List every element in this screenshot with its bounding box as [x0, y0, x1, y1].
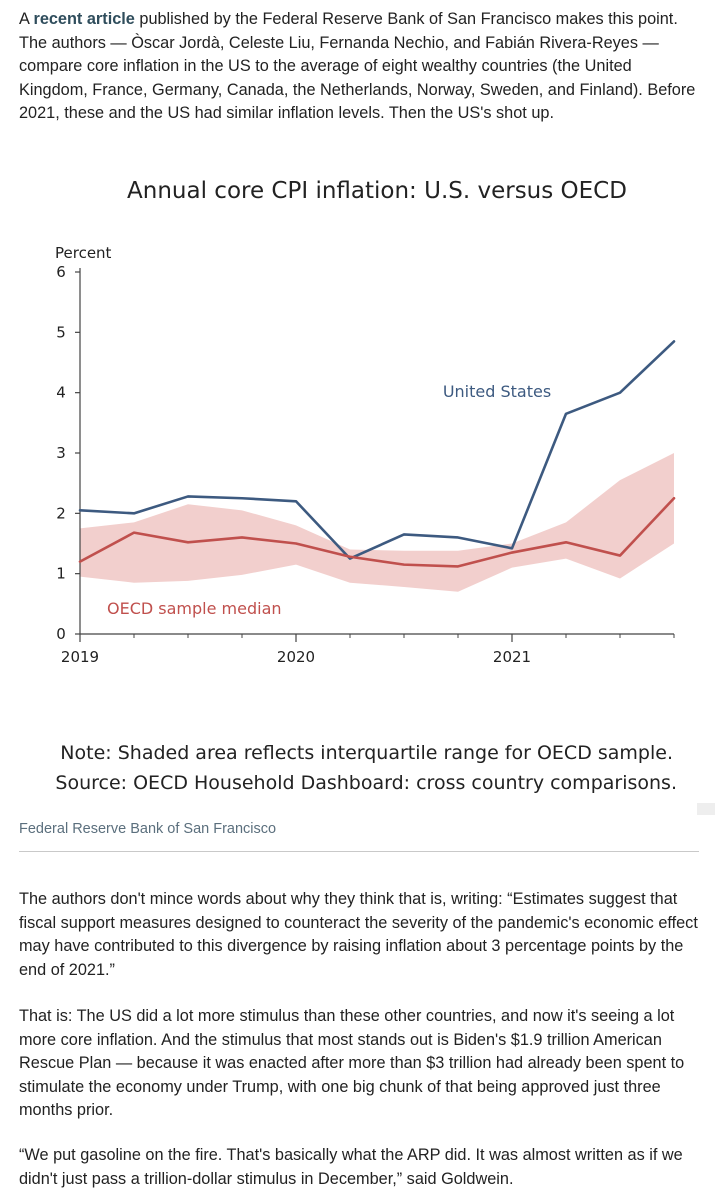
iqr-band	[80, 453, 674, 592]
labels-group: United States OECD sample median	[107, 382, 551, 618]
y-tick-label: 6	[56, 263, 66, 281]
y-tick-label: 3	[56, 444, 66, 462]
oecd-series-label: OECD sample median	[107, 599, 282, 618]
paragraph-3: That is: The US did a lot more stimulus …	[19, 1007, 685, 1119]
intro-paragraph: A recent article published by the Federa…	[19, 8, 704, 126]
figure-source: Source: OECD Household Dashboard: cross …	[55, 772, 677, 794]
y-tick-label: 1	[56, 565, 66, 583]
us-line	[78, 340, 676, 560]
oecd-median-line-point	[457, 565, 459, 568]
us-line-point	[457, 536, 459, 539]
figure-credit: Federal Reserve Bank of San Francisco	[19, 821, 277, 837]
oecd-median-line-point	[295, 542, 297, 545]
oecd-median-line-point	[241, 536, 243, 539]
y-tick-label: 0	[56, 625, 66, 643]
us-line-point	[133, 512, 135, 515]
us-line-point	[565, 412, 567, 415]
y-axis-label: Percent	[55, 244, 112, 262]
paragraph-2: The authors don't mince words about why …	[19, 890, 698, 979]
us-line-point	[403, 533, 405, 536]
oecd-median-line-point	[619, 554, 621, 557]
x-tick-label: 2020	[277, 648, 315, 666]
us-line-point	[511, 547, 513, 550]
divider	[19, 851, 699, 852]
y-tick-label: 5	[56, 323, 66, 341]
recent-article-link[interactable]: recent article	[33, 10, 135, 28]
oecd-median-line-point	[511, 551, 513, 554]
y-tick-label: 2	[56, 504, 66, 522]
iqr-band-group	[80, 453, 674, 592]
y-tick-label: 4	[56, 384, 66, 402]
figure-note: Note: Shaded area reflects interquartile…	[60, 742, 673, 764]
intro-rest: published by the Federal Reserve Bank of…	[19, 10, 696, 122]
chart-title: Annual core CPI inflation: U.S. versus O…	[127, 178, 627, 204]
oecd-median-line-point	[565, 541, 567, 544]
us-line-point	[619, 391, 621, 394]
image-corner-fragment	[697, 803, 715, 815]
x-tick-label: 2019	[61, 648, 99, 666]
oecd-median-line-point	[79, 560, 81, 563]
x-tick-label: 2021	[493, 648, 531, 666]
oecd-median-line	[78, 496, 676, 568]
us-line-point	[673, 340, 675, 343]
us-series-label: United States	[443, 382, 551, 401]
oecd-median-line-point	[673, 497, 675, 500]
series-lines-group	[78, 340, 676, 568]
inflation-chart: Annual core CPI inflation: U.S. versus O…	[55, 178, 676, 666]
oecd-median-line-point	[349, 555, 351, 558]
us-line-point	[187, 495, 189, 498]
paragraph-4: “We put gasoline on the fire. That's bas…	[19, 1146, 683, 1188]
us-line-point	[295, 500, 297, 503]
oecd-median-line-point	[187, 541, 189, 544]
us-line-point	[79, 509, 81, 512]
oecd-median-line-point	[133, 531, 135, 534]
us-line-point	[241, 497, 243, 500]
us-line-point	[349, 557, 351, 560]
intro-prefix: A	[19, 10, 34, 28]
oecd-median-line-point	[403, 563, 405, 566]
